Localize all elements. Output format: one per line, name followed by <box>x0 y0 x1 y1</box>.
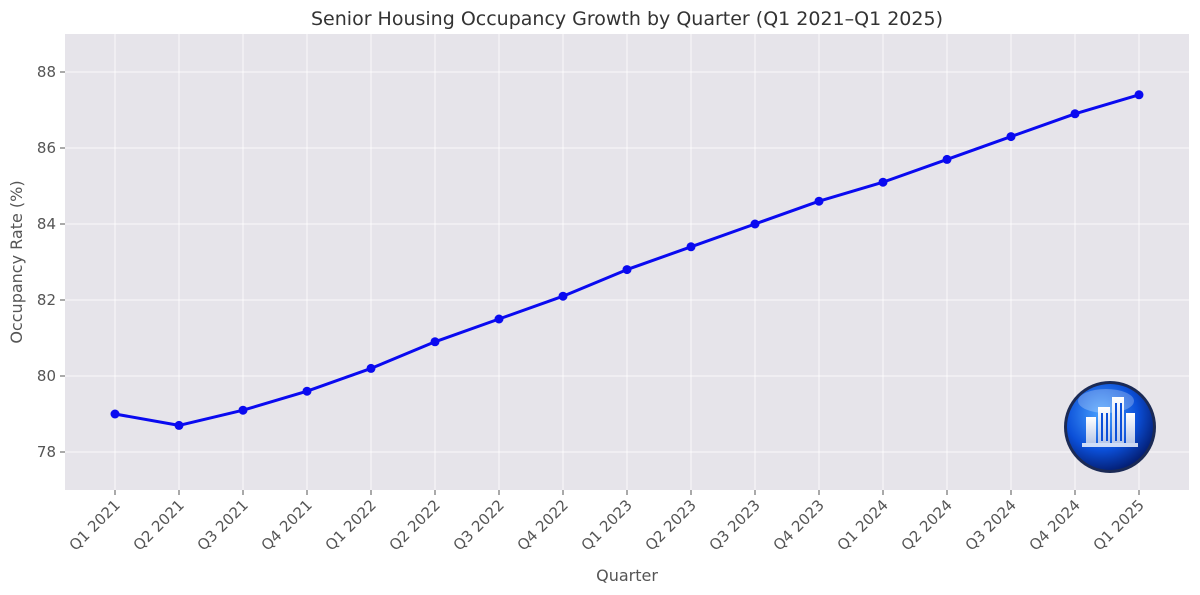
blue-globe-buildings-logo <box>1064 381 1156 473</box>
data-point <box>302 386 312 396</box>
y-tick-label: 84 <box>37 215 56 233</box>
x-tick-label: Q4 2024 <box>1026 496 1084 554</box>
x-tick-label: Q3 2022 <box>450 496 508 554</box>
data-point <box>366 363 376 373</box>
y-tick-label: 86 <box>37 139 56 157</box>
data-point <box>558 291 568 301</box>
data-point <box>942 154 952 164</box>
y-axis-label: Occupancy Rate (%) <box>7 180 26 343</box>
x-tick-label: Q1 2021 <box>66 496 124 554</box>
x-tick-label: Q3 2021 <box>194 496 252 554</box>
x-gridlines <box>114 34 1140 490</box>
y-tick-label: 82 <box>37 291 56 309</box>
x-tick-label: Q2 2022 <box>386 496 444 554</box>
data-point <box>878 177 888 187</box>
data-points <box>110 90 1144 430</box>
data-point <box>750 219 760 229</box>
x-tick-label: Q3 2023 <box>706 496 764 554</box>
x-axis-label: Quarter <box>596 566 658 585</box>
data-point <box>494 314 504 324</box>
x-tick-label: Q1 2025 <box>1090 496 1148 554</box>
x-tick-label: Q2 2023 <box>642 496 700 554</box>
data-point <box>110 409 120 419</box>
x-tick-label: Q2 2021 <box>130 496 188 554</box>
x-tick-label: Q4 2022 <box>514 496 572 554</box>
y-tick-label: 80 <box>37 367 56 385</box>
chart-title: Senior Housing Occupancy Growth by Quart… <box>311 8 943 30</box>
data-point <box>1070 109 1080 119</box>
data-point <box>814 196 824 206</box>
y-axis: 78 80 82 84 86 88 <box>37 63 65 461</box>
data-point <box>1134 90 1144 100</box>
x-tick-label: Q1 2023 <box>578 496 636 554</box>
x-tick-label: Q4 2023 <box>770 496 828 554</box>
x-axis: Q1 2021 Q2 2021 Q3 2021 Q4 2021 Q1 2022 Q2 20… <box>66 490 1148 554</box>
x-tick-label: Q3 2024 <box>962 496 1020 554</box>
x-tick-label: Q1 2024 <box>834 496 892 554</box>
x-tick-label: Q2 2024 <box>898 496 956 554</box>
data-point <box>174 420 184 430</box>
data-point <box>686 242 696 252</box>
data-point <box>430 337 440 347</box>
y-tick-label: 88 <box>37 63 56 81</box>
data-point <box>238 405 248 415</box>
data-point <box>622 265 632 275</box>
data-point <box>1006 132 1016 142</box>
x-tick-label: Q4 2021 <box>258 496 316 554</box>
y-tick-label: 78 <box>37 443 56 461</box>
x-tick-label: Q1 2022 <box>322 496 380 554</box>
